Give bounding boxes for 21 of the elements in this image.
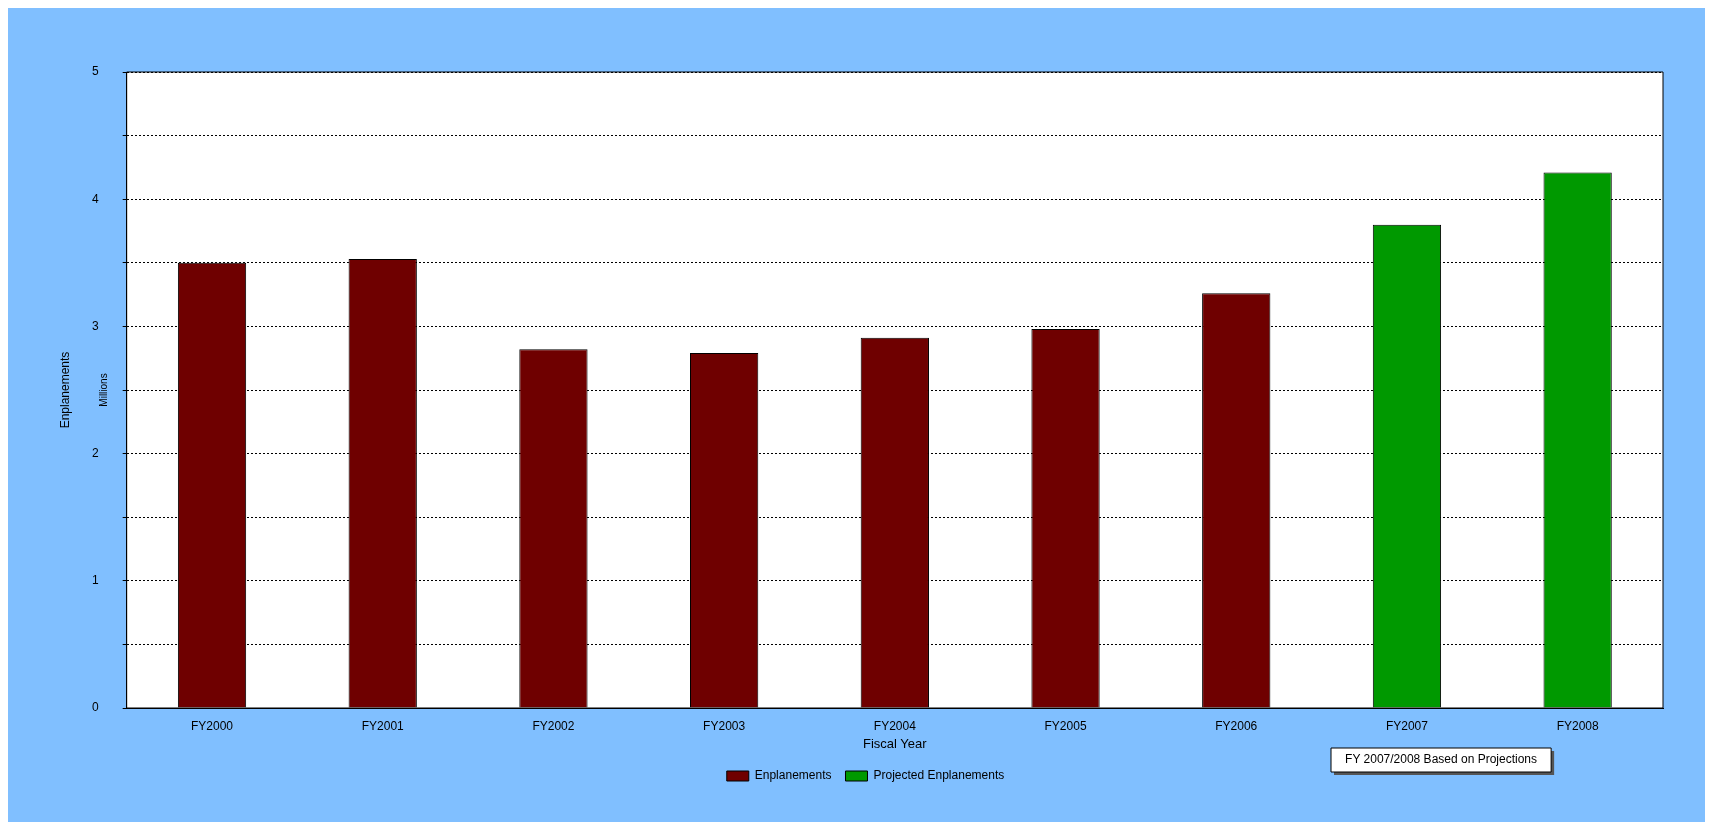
y-tick-label: 5 (91, 64, 99, 79)
y-axis-title: Enplanements (58, 351, 73, 429)
y-tick-label: 3 (91, 318, 99, 333)
legend-label: Projected Enplanements (873, 768, 1005, 783)
x-tick-label: FY2001 (361, 718, 405, 733)
text: Millions (97, 373, 109, 407)
legend-label: Enplanements (754, 768, 832, 783)
x-tick-label: FY2006 (1215, 718, 1258, 733)
y-tick-label: 2 (91, 445, 99, 460)
y-tick-label: 0 (91, 700, 99, 715)
y-tick-label: 4 (91, 191, 99, 206)
x-tick-label: FY2008 (1556, 718, 1599, 733)
x-tick-label: FY2000 (191, 718, 234, 733)
x-tick-label: FY2005 (1044, 718, 1087, 733)
text: FY 2007/2008 Based on Projections (1345, 752, 1538, 767)
x-tick-label: FY2003 (703, 718, 746, 733)
x-tick-label: FY2007 (1385, 718, 1429, 733)
x-axis-title: Fiscal Year (863, 735, 928, 751)
x-tick-label: FY2004 (873, 718, 917, 733)
y-tick-label: 1 (91, 573, 99, 588)
x-tick-label: FY2002 (532, 718, 575, 733)
